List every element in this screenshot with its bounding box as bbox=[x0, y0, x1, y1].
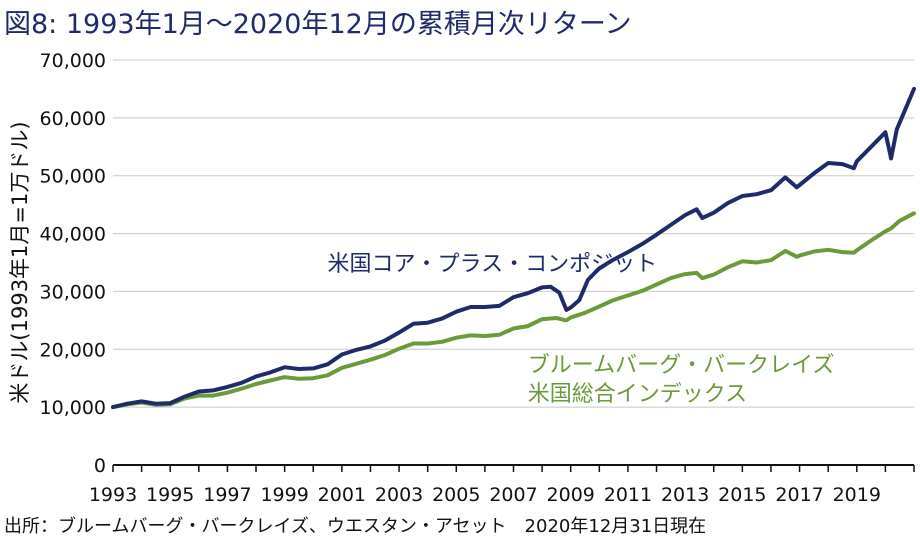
x-tick-label: 2011 bbox=[604, 484, 652, 506]
x-tick-label: 2005 bbox=[432, 484, 480, 506]
series-line bbox=[111, 86, 916, 410]
y-tick-label: 60,000 bbox=[40, 108, 106, 130]
series-label: 米国コア・プラス・コンポジット bbox=[328, 252, 658, 277]
x-tick-label: 2013 bbox=[661, 484, 709, 506]
x-tick-label: 2019 bbox=[833, 484, 881, 506]
x-tick-label: 2001 bbox=[318, 484, 366, 506]
x-tick-label: 2017 bbox=[775, 484, 823, 506]
y-tick-label: 70,000 bbox=[40, 50, 106, 72]
y-tick-label: 0 bbox=[94, 455, 106, 477]
series-lines bbox=[111, 86, 916, 410]
y-tick-label: 40,000 bbox=[40, 224, 106, 246]
series-label: ブルームバーグ・バークレイズ bbox=[528, 353, 835, 378]
series-line bbox=[111, 211, 916, 410]
chart-title: 図8: 1993年1月〜2020年12月の累積月次リターン bbox=[4, 9, 632, 40]
source-note: 出所：ブルームバーグ・バークレイズ、ウエスタン・アセット 2020年12月31日… bbox=[4, 516, 707, 537]
y-axis-label: 米ドル(1993年1月=1万ドル) bbox=[8, 121, 32, 403]
line-chart: 0 10,000 20,000 30,000 40,000 50,000 60,000 70,… bbox=[8, 50, 916, 506]
x-tick-label: 1995 bbox=[146, 484, 194, 506]
x-tick-label: 1999 bbox=[260, 484, 308, 506]
x-tick-label: 1997 bbox=[203, 484, 251, 506]
x-tick-label: 2007 bbox=[489, 484, 537, 506]
y-tick-label: 10,000 bbox=[40, 397, 106, 419]
x-tick-label: 2003 bbox=[375, 484, 423, 506]
x-tick-label: 2015 bbox=[718, 484, 766, 506]
y-tick-label: 30,000 bbox=[40, 281, 106, 303]
series-label: 米国総合インデックス bbox=[528, 382, 747, 407]
gridlines bbox=[113, 59, 914, 408]
x-tick-label: 2009 bbox=[547, 484, 595, 506]
y-tick-label: 50,000 bbox=[40, 166, 106, 188]
x-tick-label: 1993 bbox=[89, 484, 137, 506]
y-tick-label: 20,000 bbox=[40, 339, 106, 361]
y-axis-ticks: 0 10,000 20,000 30,000 40,000 50,000 60,000 70,… bbox=[40, 50, 106, 477]
x-axis-ticks: 1993 1995 1997 1999 2001 2003 2005 2007 2009 2011… bbox=[89, 464, 915, 506]
